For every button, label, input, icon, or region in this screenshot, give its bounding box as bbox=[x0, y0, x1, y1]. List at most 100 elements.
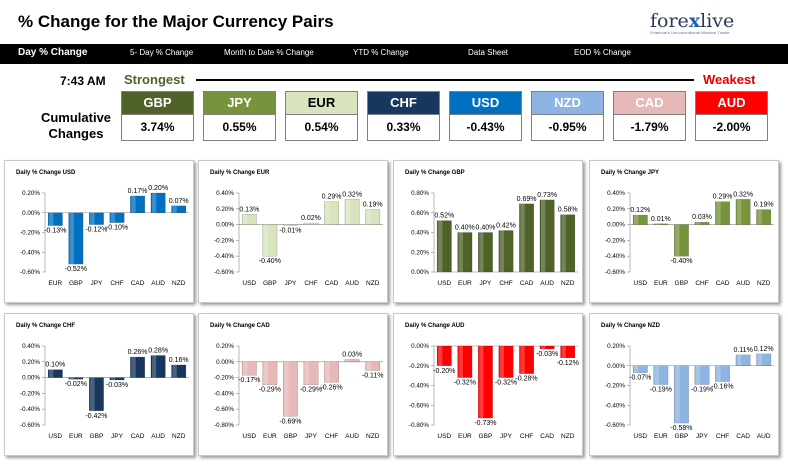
category-label: GBP bbox=[675, 280, 689, 287]
bar-cad bbox=[130, 195, 145, 213]
tab-5day-change[interactable]: 5- Day % Change bbox=[130, 48, 194, 57]
category-label: EUR bbox=[69, 433, 83, 440]
category-label: JPY bbox=[500, 433, 513, 440]
y-tick-label: 0.20% bbox=[216, 343, 234, 350]
category-label: JPY bbox=[90, 280, 103, 287]
chart-title: Daily % Change GBP bbox=[405, 170, 465, 176]
tab-month-to-date-change[interactable]: Month to Date % Change bbox=[224, 48, 314, 57]
currency-cumulative-value: -0.43% bbox=[449, 115, 522, 141]
bar-highlight bbox=[438, 346, 443, 366]
category-label: USD bbox=[437, 433, 451, 440]
data-label: -0.32% bbox=[454, 380, 476, 387]
y-tick-label: -0.60% bbox=[214, 406, 234, 413]
y-tick-label: -0.20% bbox=[409, 363, 429, 370]
bar-chart: 0.40% 0.20% 0.00% -0.20% -0.40% -0.60% 0.10% US… bbox=[20, 343, 189, 440]
currency-cumulative-value: -1.79% bbox=[613, 115, 686, 141]
y-tick-label: 0.00% bbox=[411, 269, 429, 276]
bar-highlight bbox=[438, 220, 443, 272]
chart-panel-cad: Daily % Change CAD 0.20% 0.00% -0.20% -0.40%… bbox=[198, 313, 388, 456]
forexlive-logo[interactable]: forexlive Financial's Unconventional Wis… bbox=[650, 10, 780, 42]
category-label: GBP bbox=[69, 280, 83, 287]
category-label: AUD bbox=[757, 433, 771, 440]
bar-highlight bbox=[540, 199, 546, 272]
data-label: -0.26% bbox=[320, 384, 342, 391]
bar-aud bbox=[539, 199, 555, 273]
category-label: CAD bbox=[540, 433, 554, 440]
bar-aud bbox=[735, 199, 751, 225]
chart-panel-nzd: Daily % Change NZD 0.20% 0.00% -0.20% -0.40%… bbox=[589, 313, 779, 456]
data-label: 0.11% bbox=[733, 347, 752, 354]
data-label: 0.26% bbox=[128, 349, 148, 356]
tab-ytd-change[interactable]: YTD % Change bbox=[353, 48, 409, 57]
category-label: JPY bbox=[696, 433, 709, 440]
category-label: CHF bbox=[325, 433, 338, 440]
currency-code: EUR bbox=[285, 91, 358, 115]
data-label: 0.58% bbox=[558, 207, 578, 214]
bar-jpy bbox=[498, 345, 514, 378]
bar-highlight bbox=[243, 214, 248, 225]
category-label: AUD bbox=[540, 280, 554, 287]
bar-gbp bbox=[68, 212, 84, 265]
bar-highlight bbox=[49, 212, 54, 226]
tab-eod-change[interactable]: EOD % Change bbox=[574, 48, 631, 57]
data-label: -0.42% bbox=[85, 413, 107, 420]
bar-jpy bbox=[694, 365, 710, 385]
bar-chf bbox=[109, 212, 125, 223]
chart-title: Daily % Change CAD bbox=[210, 323, 270, 329]
category-label: CHF bbox=[304, 280, 317, 287]
chart-panel-aud: Daily % Change AUD 0.00% -0.20% -0.40% -0.60… bbox=[393, 313, 583, 456]
header: % Change for the Major Currency Pairs fo… bbox=[0, 0, 788, 44]
data-label: -0.03% bbox=[536, 351, 558, 358]
data-label: -0.17% bbox=[238, 377, 260, 384]
data-label: 0.19% bbox=[363, 202, 383, 209]
data-label: -0.13% bbox=[44, 228, 66, 235]
category-label: GBP bbox=[675, 433, 689, 440]
bar-aud bbox=[150, 355, 166, 378]
bar-chf bbox=[324, 361, 339, 383]
y-tick-label: -0.60% bbox=[605, 269, 625, 276]
category-label: AUD bbox=[151, 280, 165, 287]
bar-highlight bbox=[520, 346, 525, 374]
bar-highlight bbox=[695, 222, 701, 225]
bar-chart: 0.80% 0.60% 0.40% 0.20% 0.00% 0.52% USD 0.40% EU… bbox=[411, 190, 578, 287]
y-tick-label: 0.00% bbox=[216, 359, 234, 366]
bar-highlight bbox=[654, 365, 659, 385]
data-label: -0.69% bbox=[279, 418, 301, 425]
y-tick-label: -0.40% bbox=[214, 253, 234, 260]
bar-highlight bbox=[757, 353, 762, 366]
data-label: -0.29% bbox=[300, 387, 322, 394]
category-label: EUR bbox=[263, 433, 277, 440]
bar-cad bbox=[519, 203, 534, 273]
bar-chf bbox=[694, 222, 710, 225]
category-label: GBP bbox=[479, 433, 493, 440]
bar-highlight bbox=[634, 215, 639, 225]
category-label: AUD bbox=[736, 280, 750, 287]
bar-nzd bbox=[560, 345, 576, 359]
currency-card-cad: CAD -1.79% bbox=[613, 91, 686, 141]
bar-highlight bbox=[90, 377, 95, 411]
data-label: 0.12% bbox=[754, 346, 774, 353]
category-label: EUR bbox=[458, 280, 472, 287]
data-label: -0.16% bbox=[711, 384, 733, 391]
chart-panel-chf: Daily % Change CHF 0.40% 0.20% 0.00% -0.20% -… bbox=[4, 313, 194, 456]
tab-data-sheet[interactable]: Data Sheet bbox=[468, 48, 509, 57]
category-label: AUD bbox=[151, 433, 165, 440]
data-label: -0.40% bbox=[670, 258, 692, 265]
bar-highlight bbox=[345, 199, 351, 225]
category-label: NZD bbox=[561, 280, 575, 287]
y-tick-label: 0.20% bbox=[411, 249, 429, 256]
data-label: 0.03% bbox=[692, 214, 712, 221]
data-label: 0.03% bbox=[342, 351, 362, 358]
bar-cad bbox=[324, 201, 339, 225]
data-label: -0.12% bbox=[557, 360, 579, 367]
bar-chart: 0.20% 0.00% -0.20% -0.40% -0.60% -0.80% -0.17%… bbox=[214, 343, 384, 440]
currency-card-aud: AUD -2.00% bbox=[695, 91, 768, 141]
bar-chart: 0.00% -0.20% -0.40% -0.60% -0.80% -0.20% USD -0… bbox=[409, 343, 579, 440]
category-label: NZD bbox=[366, 280, 380, 287]
data-label: 0.32% bbox=[342, 191, 362, 198]
bar-highlight bbox=[151, 193, 157, 213]
tab-day-change[interactable]: Day % Change bbox=[18, 47, 88, 58]
bar-gbp bbox=[283, 361, 298, 417]
data-label: -0.10% bbox=[106, 225, 128, 232]
bar-highlight bbox=[131, 195, 136, 213]
